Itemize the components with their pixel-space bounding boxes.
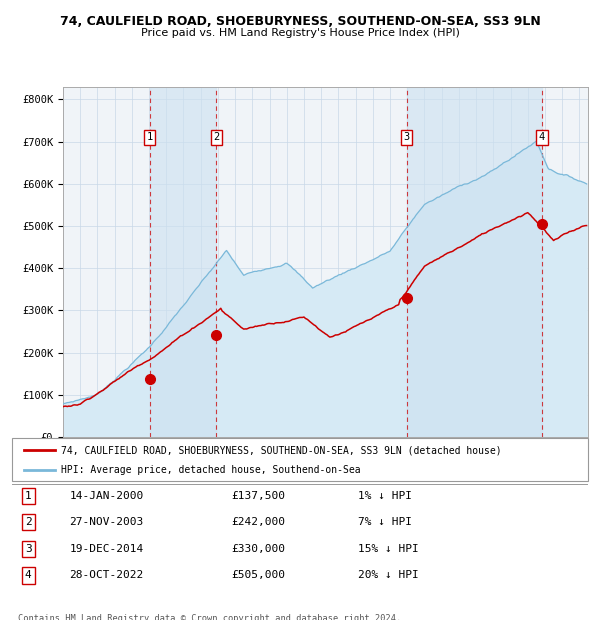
Text: 3: 3: [404, 133, 410, 143]
Bar: [150, 87, 217, 437]
Text: 28-OCT-2022: 28-OCT-2022: [70, 570, 144, 580]
Text: £137,500: £137,500: [231, 490, 285, 501]
Text: 19-DEC-2014: 19-DEC-2014: [70, 544, 144, 554]
Bar: [407, 87, 542, 437]
Text: HPI: Average price, detached house, Southend-on-Sea: HPI: Average price, detached house, Sout…: [61, 465, 361, 475]
Text: 4: 4: [25, 570, 32, 580]
Text: £242,000: £242,000: [231, 517, 285, 527]
Text: 74, CAULFIELD ROAD, SHOEBURYNESS, SOUTHEND-ON-SEA, SS3 9LN: 74, CAULFIELD ROAD, SHOEBURYNESS, SOUTHE…: [59, 15, 541, 28]
Text: 74, CAULFIELD ROAD, SHOEBURYNESS, SOUTHEND-ON-SEA, SS3 9LN (detached house): 74, CAULFIELD ROAD, SHOEBURYNESS, SOUTHE…: [61, 445, 502, 455]
FancyBboxPatch shape: [12, 438, 588, 480]
Text: 1: 1: [25, 490, 32, 501]
Text: £330,000: £330,000: [231, 544, 285, 554]
Text: 3: 3: [25, 544, 32, 554]
Text: 14-JAN-2000: 14-JAN-2000: [70, 490, 144, 501]
Text: 15% ↓ HPI: 15% ↓ HPI: [358, 544, 418, 554]
Text: 2: 2: [213, 133, 220, 143]
Text: Contains HM Land Registry data © Crown copyright and database right 2024.
This d: Contains HM Land Registry data © Crown c…: [18, 614, 401, 620]
Text: 7% ↓ HPI: 7% ↓ HPI: [358, 517, 412, 527]
Text: 27-NOV-2003: 27-NOV-2003: [70, 517, 144, 527]
Text: 1% ↓ HPI: 1% ↓ HPI: [358, 490, 412, 501]
Text: 4: 4: [539, 133, 545, 143]
Text: 20% ↓ HPI: 20% ↓ HPI: [358, 570, 418, 580]
Text: £505,000: £505,000: [231, 570, 285, 580]
Text: 1: 1: [146, 133, 153, 143]
Text: 2: 2: [25, 517, 32, 527]
Text: Price paid vs. HM Land Registry's House Price Index (HPI): Price paid vs. HM Land Registry's House …: [140, 28, 460, 38]
